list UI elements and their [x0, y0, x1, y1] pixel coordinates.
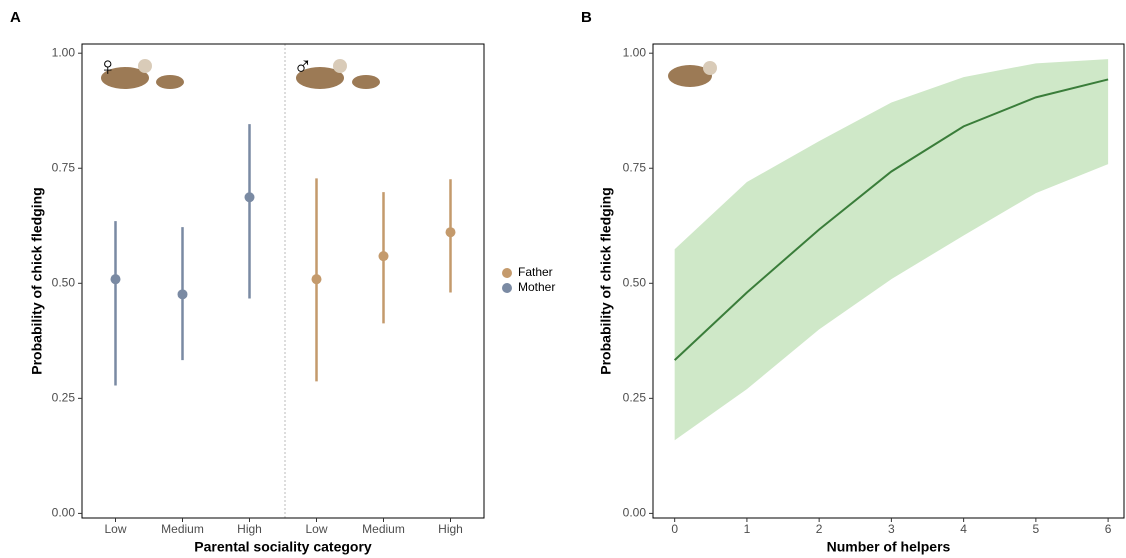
y-tick-label: 0.75: [52, 160, 76, 174]
line: [673, 78, 1109, 361]
y-tick-label: 1.00: [623, 45, 647, 59]
x-tick-label: 3: [888, 522, 895, 536]
x-tick-label: Medium: [161, 522, 204, 536]
x-tick-label: 6: [1105, 522, 1112, 536]
y-tick-label: 0.50: [623, 275, 647, 289]
y-axis-title: Probability of chick fledging: [598, 187, 614, 374]
point: [177, 289, 188, 300]
sex-symbol: ♀: [98, 51, 118, 81]
x-tick-label: Low: [305, 522, 327, 536]
y-tick-label: 0.75: [623, 160, 647, 174]
confidence-band: [674, 59, 1109, 441]
x-tick-label: High: [438, 522, 463, 536]
legend-label: Father: [518, 265, 553, 279]
y-tick-label: 0.50: [52, 275, 76, 289]
x-tick-label: 4: [960, 522, 967, 536]
x-tick-label: Low: [104, 522, 126, 536]
x-tick-label: 2: [816, 522, 823, 536]
x-tick-label: Medium: [362, 522, 405, 536]
plot-frame: [81, 43, 485, 519]
point: [244, 192, 255, 203]
legend-key: [502, 268, 512, 278]
plot-frame: [652, 43, 1125, 519]
x-axis-title: Number of helpers: [827, 539, 951, 555]
point: [445, 227, 456, 238]
x-axis-title: Parental sociality category: [194, 539, 372, 555]
legend-key: [502, 283, 512, 293]
panel-label: B: [581, 9, 592, 26]
x-tick-label: 5: [1033, 522, 1040, 536]
y-tick-label: 0.00: [623, 506, 647, 520]
y-tick-label: 1.00: [52, 45, 76, 59]
sex-symbol: ♂: [293, 51, 313, 81]
y-tick-label: 0.25: [52, 391, 76, 405]
legend-label: Mother: [518, 280, 555, 294]
x-tick-label: High: [237, 522, 262, 536]
point: [311, 274, 322, 285]
y-axis-title: Probability of chick fledging: [29, 187, 45, 374]
y-tick-label: 0.00: [52, 506, 76, 520]
point: [110, 274, 121, 285]
x-tick-label: 1: [744, 522, 751, 536]
y-tick-label: 0.25: [623, 391, 647, 405]
point: [378, 251, 389, 262]
panel-label: A: [10, 9, 21, 26]
decoration: [101, 44, 717, 518]
x-tick-label: 0: [671, 522, 678, 536]
